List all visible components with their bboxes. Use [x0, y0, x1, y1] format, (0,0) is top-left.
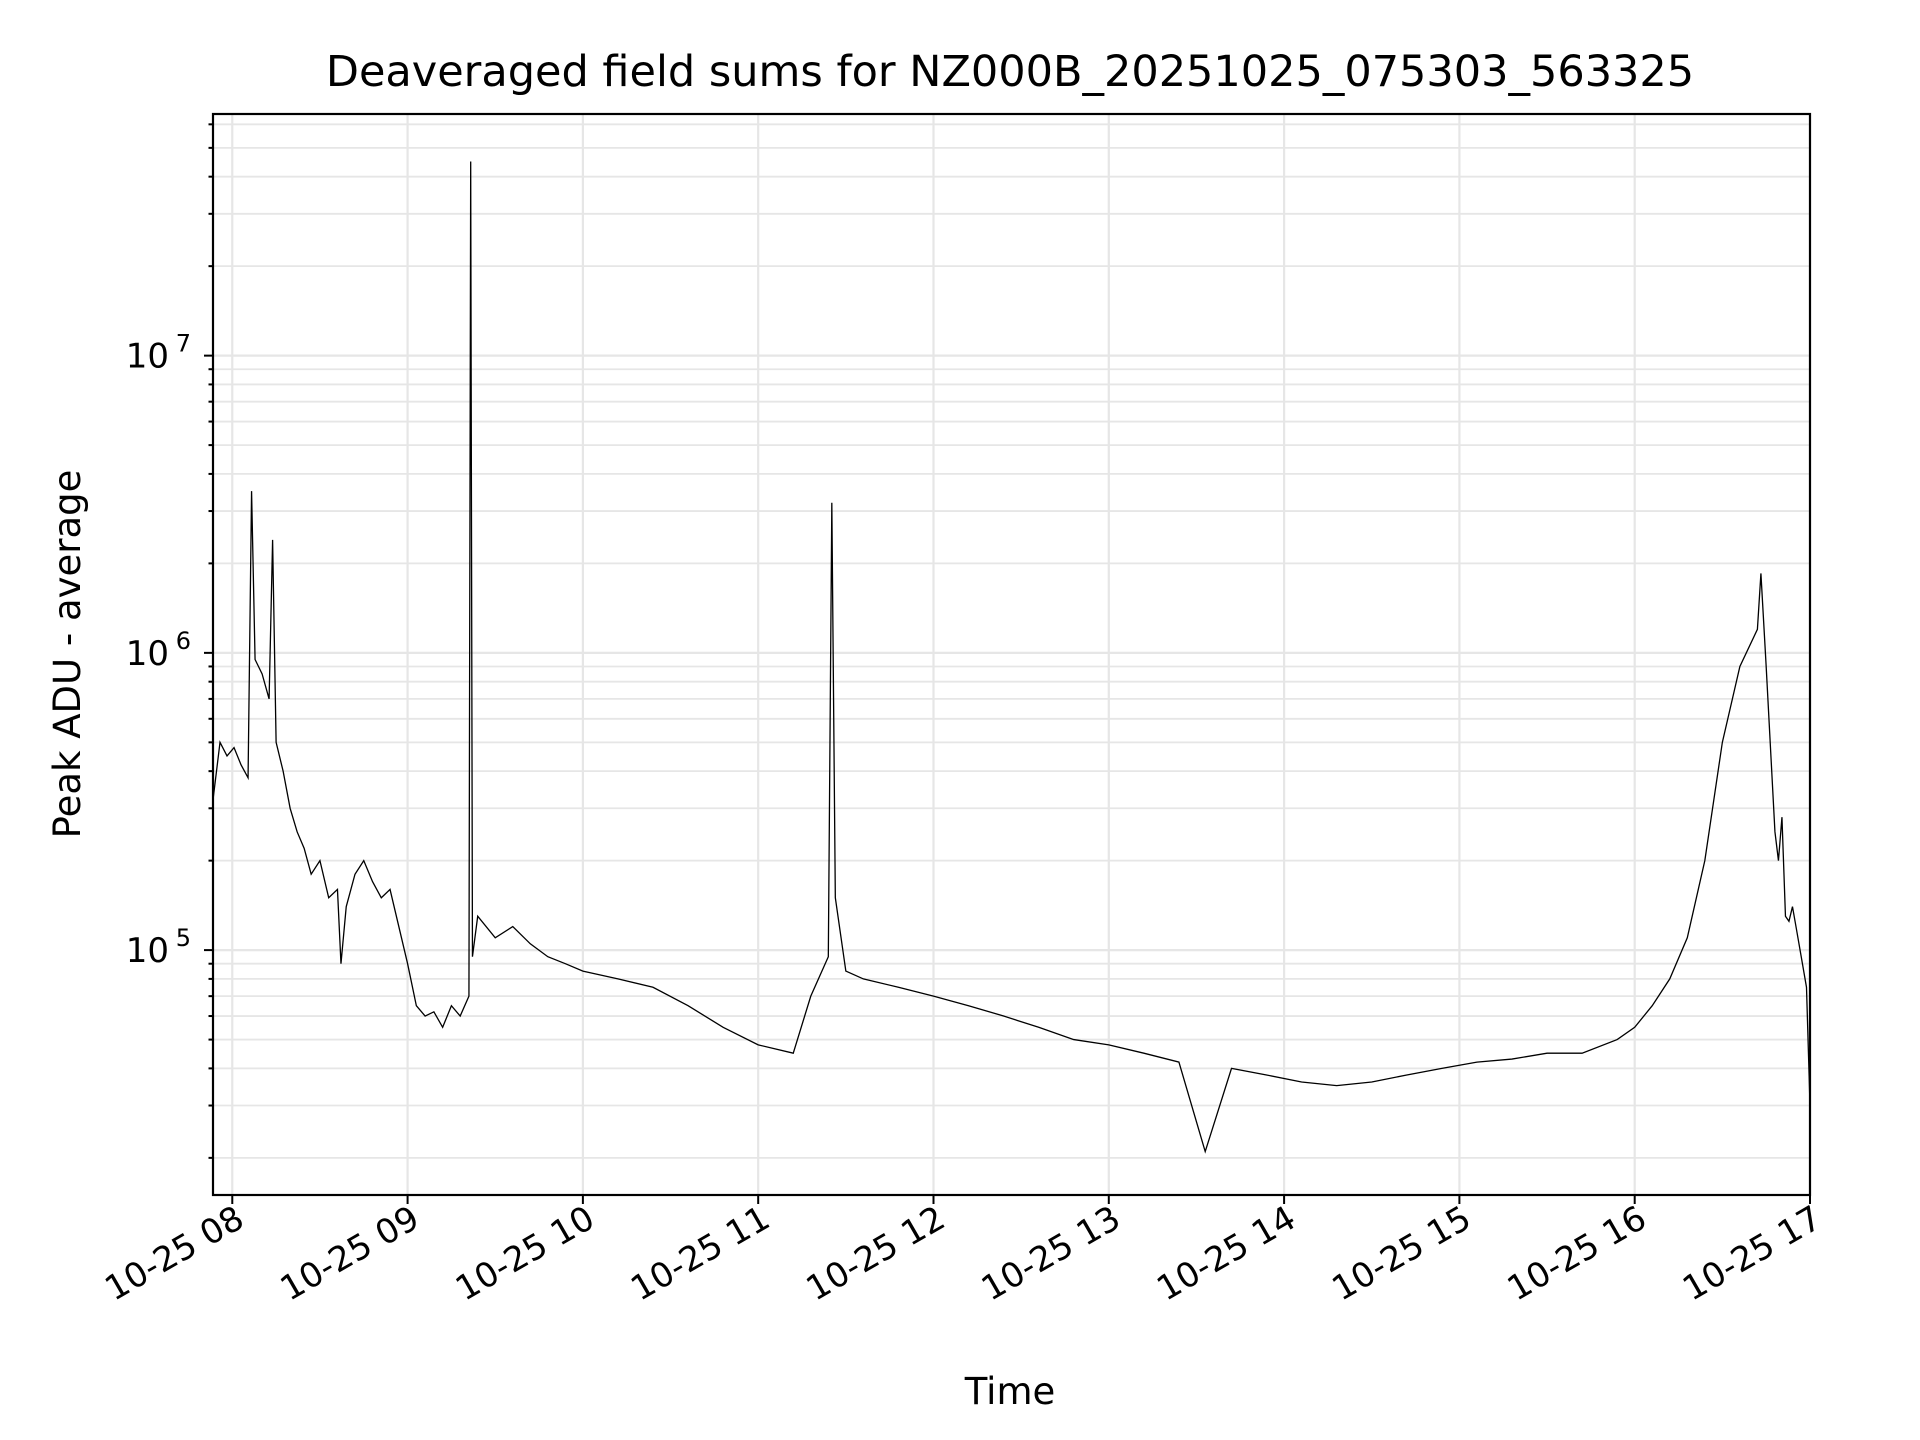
chart-title: Deaveraged field sums for NZ000B_2025102…	[326, 47, 1694, 97]
y-tick-label: 10	[126, 931, 169, 971]
series-line	[212, 161, 1811, 1154]
y-tick-label-exponent: 5	[176, 924, 191, 952]
x-axis-label: Time	[964, 1370, 1056, 1413]
plot-area-frame	[211, 112, 1812, 1197]
series-layer	[212, 161, 1811, 1154]
y-tick-label-exponent: 7	[176, 330, 191, 358]
y-axis-label: Peak ADU - average	[46, 470, 89, 839]
grid	[213, 114, 1812, 1195]
y-tick-label: 10	[126, 634, 169, 674]
y-tick-label-exponent: 6	[176, 627, 191, 655]
y-tick-label: 10	[126, 337, 169, 377]
